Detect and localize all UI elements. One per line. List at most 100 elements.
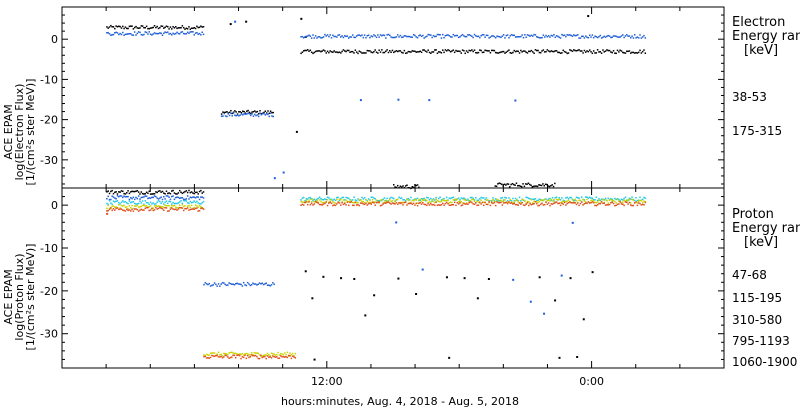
data-point (200, 207, 202, 210)
data-point (453, 199, 456, 202)
data-point (574, 34, 576, 37)
data-point (596, 201, 599, 203)
data-point (626, 50, 628, 53)
data-point (300, 36, 302, 38)
data-point (487, 34, 489, 37)
data-point (594, 35, 596, 37)
data-point (221, 281, 224, 284)
data-point (353, 201, 355, 204)
data-point (317, 36, 320, 38)
data-point (125, 27, 128, 30)
data-point (513, 183, 515, 186)
data-point (385, 37, 387, 39)
data-point (274, 356, 277, 358)
data-point (212, 355, 214, 357)
data-point (633, 199, 636, 202)
data-point (419, 34, 421, 36)
data-point (147, 197, 149, 200)
data-point (321, 204, 324, 206)
data-point (643, 200, 645, 202)
proton-legend-795-1193: 795-1193 (732, 334, 790, 348)
data-point (193, 192, 196, 195)
data-point (406, 35, 408, 38)
data-point (141, 204, 144, 207)
data-point (160, 202, 162, 205)
data-point (471, 198, 473, 201)
data-point (346, 197, 349, 199)
data-point (546, 199, 549, 202)
data-point (353, 278, 356, 280)
data-point (488, 201, 490, 203)
data-point (322, 199, 325, 201)
data-point (219, 356, 221, 358)
data-point (346, 201, 349, 204)
data-point (236, 113, 239, 115)
data-point (483, 34, 485, 36)
data-point (173, 192, 176, 194)
data-point (399, 201, 402, 204)
data-point (367, 50, 370, 52)
data-point (395, 201, 398, 204)
data-point (513, 200, 515, 202)
data-point (514, 99, 517, 102)
data-point (354, 199, 357, 201)
data-point (620, 201, 623, 204)
data-point (546, 203, 549, 205)
data-point (506, 34, 509, 36)
data-point (189, 28, 192, 30)
data-point (410, 187, 412, 190)
data-point (185, 200, 188, 202)
data-point (114, 191, 116, 194)
data-point (342, 199, 345, 201)
data-point (256, 114, 259, 116)
data-point (152, 196, 154, 199)
data-point (525, 203, 527, 205)
data-point (538, 184, 540, 186)
data-point (586, 36, 588, 39)
data-point (381, 204, 383, 206)
data-point (313, 201, 316, 203)
data-point (447, 199, 449, 202)
data-point (586, 202, 588, 204)
data-point (115, 197, 117, 200)
data-point (485, 203, 488, 206)
data-point (426, 51, 428, 53)
data-point (435, 35, 437, 38)
data-point (132, 210, 135, 212)
data-point (143, 193, 145, 195)
data-point (435, 201, 437, 203)
data-point (174, 202, 177, 205)
data-point (222, 115, 224, 117)
data-point (480, 199, 482, 201)
data-point (316, 37, 318, 39)
data-point (192, 196, 194, 198)
data-point (530, 184, 532, 187)
proton-legend-title-2: Energy ran (732, 221, 800, 236)
data-point (192, 208, 194, 210)
data-point (107, 190, 109, 192)
data-point (144, 205, 147, 207)
data-point (641, 201, 644, 204)
data-point (139, 206, 141, 208)
data-point (553, 33, 555, 36)
data-point (587, 15, 590, 18)
data-point (516, 199, 518, 202)
data-point (555, 196, 558, 198)
data-point (604, 50, 607, 52)
data-point (355, 51, 358, 53)
data-point (635, 201, 637, 203)
data-point (472, 36, 474, 39)
data-point (129, 207, 132, 209)
data-point (628, 35, 631, 37)
data-point (332, 34, 334, 37)
data-point (400, 186, 403, 188)
data-point (338, 51, 341, 53)
data-point (451, 201, 453, 204)
data-point (577, 49, 579, 52)
data-point (337, 34, 339, 36)
data-point (153, 193, 156, 195)
data-point (415, 198, 418, 200)
data-point (390, 36, 392, 38)
data-point (455, 198, 457, 201)
data-point (228, 357, 230, 360)
